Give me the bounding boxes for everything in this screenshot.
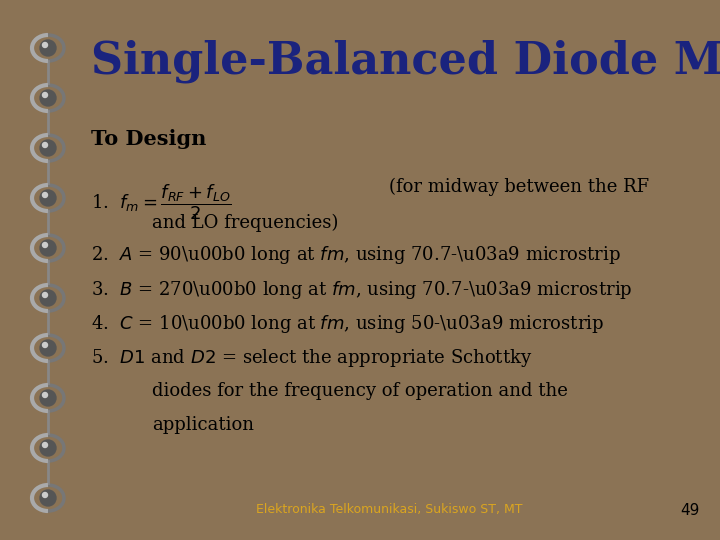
Circle shape bbox=[42, 43, 48, 48]
Text: Elektronika Telkomunikasi, Sukiswo ST, MT: Elektronika Telkomunikasi, Sukiswo ST, M… bbox=[256, 503, 522, 516]
Circle shape bbox=[42, 442, 48, 448]
Circle shape bbox=[40, 240, 56, 256]
Text: 49: 49 bbox=[680, 503, 700, 518]
Text: 1.  $f_m = \dfrac{f_{RF} + f_{LO}}{2}$: 1. $f_m = \dfrac{f_{RF} + f_{LO}}{2}$ bbox=[91, 183, 231, 222]
Text: To Design: To Design bbox=[91, 129, 206, 149]
Circle shape bbox=[42, 192, 48, 198]
Circle shape bbox=[40, 440, 56, 456]
Text: application: application bbox=[153, 416, 254, 434]
Text: 3.  $B$ = 270\u00b0 long at $fm$, using 70.7-\u03a9 microstrip: 3. $B$ = 270\u00b0 long at $fm$, using 7… bbox=[91, 279, 632, 301]
Circle shape bbox=[42, 342, 48, 348]
Text: 4.  $C$ = 10\u00b0 long at $fm$, using 50-\u03a9 microstrip: 4. $C$ = 10\u00b0 long at $fm$, using 50… bbox=[91, 313, 604, 335]
Text: diodes for the frequency of operation and the: diodes for the frequency of operation an… bbox=[153, 382, 568, 400]
Circle shape bbox=[40, 340, 56, 356]
Circle shape bbox=[40, 390, 56, 406]
Circle shape bbox=[42, 492, 48, 497]
Text: 5.  $D1$ and $D2$ = select the appropriate Schottky: 5. $D1$ and $D2$ = select the appropriat… bbox=[91, 347, 532, 369]
Text: and LO frequencies): and LO frequencies) bbox=[153, 213, 338, 232]
Circle shape bbox=[40, 190, 56, 206]
Circle shape bbox=[40, 140, 56, 156]
Circle shape bbox=[42, 393, 48, 397]
Circle shape bbox=[42, 293, 48, 298]
Circle shape bbox=[40, 90, 56, 106]
Circle shape bbox=[40, 490, 56, 506]
Circle shape bbox=[42, 143, 48, 147]
Circle shape bbox=[40, 40, 56, 56]
Text: Single-Balanced Diode Mixer: Single-Balanced Diode Mixer bbox=[91, 39, 720, 83]
Text: 2.  $A$ = 90\u00b0 long at $fm$, using 70.7-\u03a9 microstrip: 2. $A$ = 90\u00b0 long at $fm$, using 70… bbox=[91, 244, 621, 266]
Text: (for midway between the RF: (for midway between the RF bbox=[389, 178, 649, 196]
Circle shape bbox=[42, 92, 48, 98]
Circle shape bbox=[40, 290, 56, 306]
Circle shape bbox=[42, 242, 48, 247]
